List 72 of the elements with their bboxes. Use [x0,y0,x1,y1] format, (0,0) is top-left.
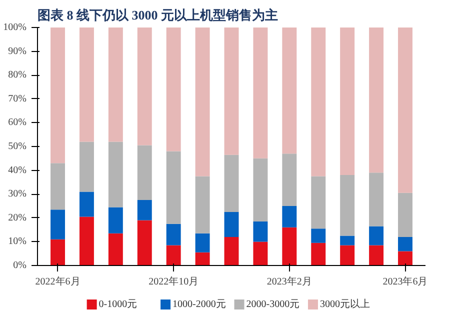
x-tick-label: 2022年6月 [35,276,80,288]
bar [398,251,412,266]
bar [369,226,384,246]
y-tick-label: 50% [8,141,27,152]
bar [50,28,66,164]
bar [311,242,326,266]
bar [282,28,297,154]
bar [369,28,384,173]
bar [398,28,412,193]
bar [79,192,94,217]
bar [137,28,152,146]
legend-label: 1000-2000元 [172,299,226,310]
bar [311,28,326,176]
bar [195,176,210,234]
bar [311,228,326,243]
bar [108,207,123,234]
y-tick-label: 60% [8,117,27,128]
bar [137,145,152,200]
x-tick-label: 2023年2月 [266,276,312,288]
legend-label: 2000-3000元 [246,299,300,310]
bar [282,206,297,228]
bar [340,245,355,266]
bar [253,242,268,266]
bar [340,28,355,176]
bar [137,200,152,220]
bar [50,163,66,210]
bar [195,233,210,252]
bar [137,220,152,266]
bar [108,28,123,142]
bar [369,245,384,266]
y-tick-label: 40% [8,164,27,176]
bar [79,28,94,142]
chart-title: 图表 8 线下仍以 3000 元以上机型销售为主 [38,8,278,22]
bar [224,212,239,237]
bar [340,175,355,236]
bar [166,151,181,224]
bar [398,192,412,237]
legend-label: 3000元以上 [320,298,370,310]
y-tick-label: 100% [3,22,27,33]
legend-label: 0-1000元 [98,299,138,310]
bar [282,154,297,206]
bar [79,142,94,192]
bar [50,239,66,266]
y-tick-label: 0% [13,260,27,271]
bar [195,252,210,266]
bar [398,236,412,252]
y-tick-label: 70% [8,93,27,104]
x-tick-label: 2023年6月 [382,276,428,288]
bar [166,28,181,152]
bar [369,172,384,226]
y-tick-label: 30% [8,188,27,200]
bar [224,236,239,266]
y-tick-label: 20% [8,212,27,224]
bar [108,142,123,208]
y-tick-label: 10% [8,236,27,248]
bar [253,221,268,242]
bar [282,227,297,266]
bar [79,216,94,266]
bar [166,224,181,246]
bar [340,236,355,246]
bar [253,158,268,222]
bar [224,28,239,155]
bar [311,176,326,229]
bar [224,154,239,212]
y-tick-label: 80% [8,70,27,81]
y-tick-label: 90% [8,46,27,57]
bar [166,245,181,266]
bar [50,210,66,240]
x-tick-label: 2022年10月 [148,276,199,288]
bar [195,28,210,176]
bar [253,28,268,158]
bar [108,233,123,266]
